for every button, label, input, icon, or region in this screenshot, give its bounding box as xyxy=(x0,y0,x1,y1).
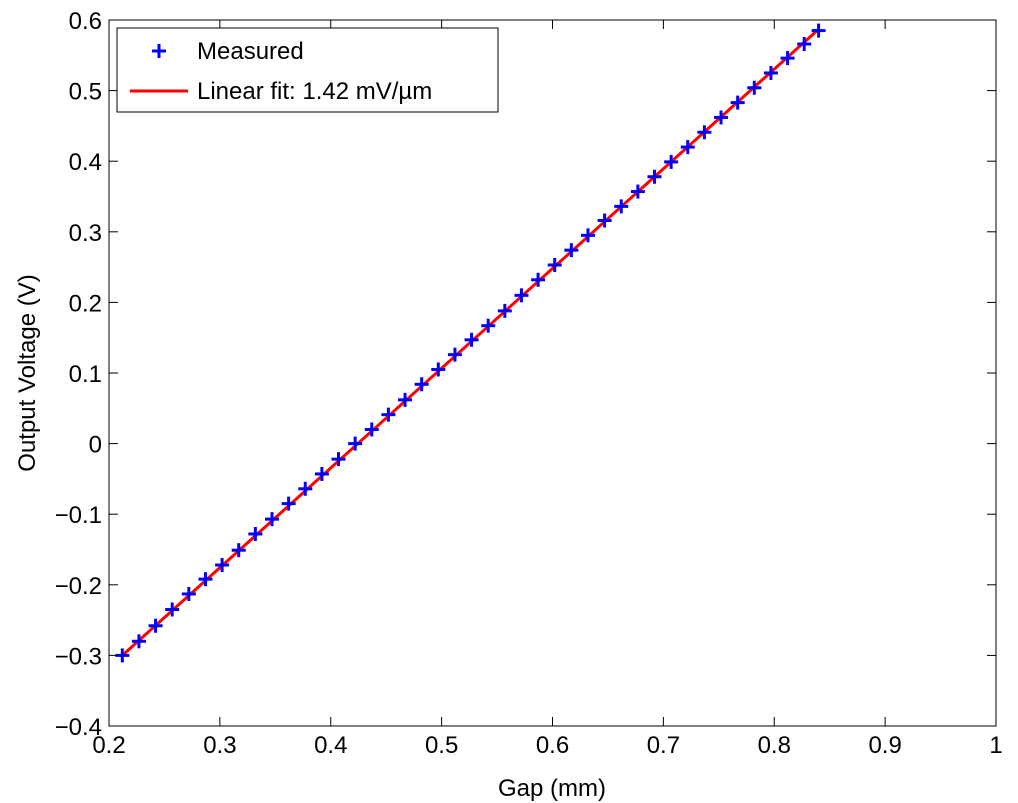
measured-point xyxy=(630,184,645,199)
measured-point xyxy=(331,452,346,467)
y-tick-label: 0.2 xyxy=(69,290,102,317)
x-axis-label: Gap (mm) xyxy=(498,775,606,802)
measured-point xyxy=(131,634,146,649)
measured-point xyxy=(281,496,296,511)
measured-point xyxy=(447,347,462,362)
measured-point xyxy=(664,154,679,169)
measured-point xyxy=(181,586,196,601)
measured-point xyxy=(414,377,429,392)
legend: Measured Linear fit: 1.42 mV/µm xyxy=(116,27,499,113)
measured-point xyxy=(264,512,279,527)
y-tick-label: −0.1 xyxy=(55,502,102,529)
x-tick-label: 0.3 xyxy=(203,732,236,759)
x-tick-label: 0.2 xyxy=(92,732,125,759)
y-tick-label: 0.5 xyxy=(69,79,102,106)
measured-point xyxy=(780,51,795,66)
x-tick-label: 0.6 xyxy=(536,732,569,759)
measured-point xyxy=(298,481,313,496)
y-tick-label: 0.3 xyxy=(69,220,102,247)
measured-point xyxy=(381,407,396,422)
measured-point xyxy=(797,37,812,52)
measured-point xyxy=(248,526,263,541)
measured-point xyxy=(148,618,163,633)
y-tick-label: 0 xyxy=(89,432,102,459)
y-tick-label: −0.2 xyxy=(55,573,102,600)
y-tick-label: 0.6 xyxy=(69,8,102,35)
chart-marks xyxy=(115,23,826,663)
y-tick-label: −0.4 xyxy=(55,714,102,741)
measured-point xyxy=(215,558,230,573)
x-tick-label: 1 xyxy=(989,732,1002,759)
x-tick-label: 0.9 xyxy=(868,732,901,759)
measured-point xyxy=(497,303,512,318)
axis-ticks: 0.2 0.3 0.4 0.5 0.6 0.7 0.8 0.9 1 −0.4 −0.3 −0.2 −0.… xyxy=(55,8,1003,759)
measured-point xyxy=(547,257,562,272)
measured-point xyxy=(531,272,546,287)
measured-point xyxy=(747,80,762,95)
x-tick-label: 0.5 xyxy=(425,732,458,759)
measured-point xyxy=(597,213,612,228)
x-tick-label: 0.8 xyxy=(758,732,791,759)
legend-plus-marker xyxy=(152,44,166,58)
y-tick-label: 0.1 xyxy=(69,361,102,388)
measured-point xyxy=(811,23,826,38)
measured-point xyxy=(614,199,629,214)
measured-point xyxy=(730,95,745,110)
measured-point xyxy=(514,288,529,303)
x-tick-label: 0.4 xyxy=(314,732,347,759)
measured-point xyxy=(714,110,729,125)
measured-point xyxy=(564,243,579,258)
x-tick-label: 0.7 xyxy=(647,732,680,759)
legend-measured-marker xyxy=(152,44,166,58)
measured-point xyxy=(165,602,180,617)
plot-area xyxy=(109,20,996,726)
measured-point xyxy=(464,332,479,347)
measured-point xyxy=(647,169,662,184)
measured-point xyxy=(580,228,595,243)
y-tick-label: −0.3 xyxy=(55,643,102,670)
measured-point xyxy=(348,436,363,451)
measured-point xyxy=(364,422,379,437)
measured-point xyxy=(697,125,712,140)
y-axis-label: Output Voltage (V) xyxy=(14,274,41,471)
legend-box xyxy=(116,27,499,113)
measured-point xyxy=(431,362,446,377)
y-tick-label: 0.4 xyxy=(69,149,102,176)
legend-measured-label: Measured xyxy=(197,38,304,65)
measured-point xyxy=(398,392,413,407)
measured-point xyxy=(231,543,246,558)
legend-fit-label: Linear fit: 1.42 mV/µm xyxy=(197,78,432,105)
measured-point xyxy=(314,466,329,481)
measured-point xyxy=(680,140,695,155)
measured-point xyxy=(481,318,496,333)
measured-point xyxy=(198,572,213,587)
measured-point xyxy=(763,65,778,80)
